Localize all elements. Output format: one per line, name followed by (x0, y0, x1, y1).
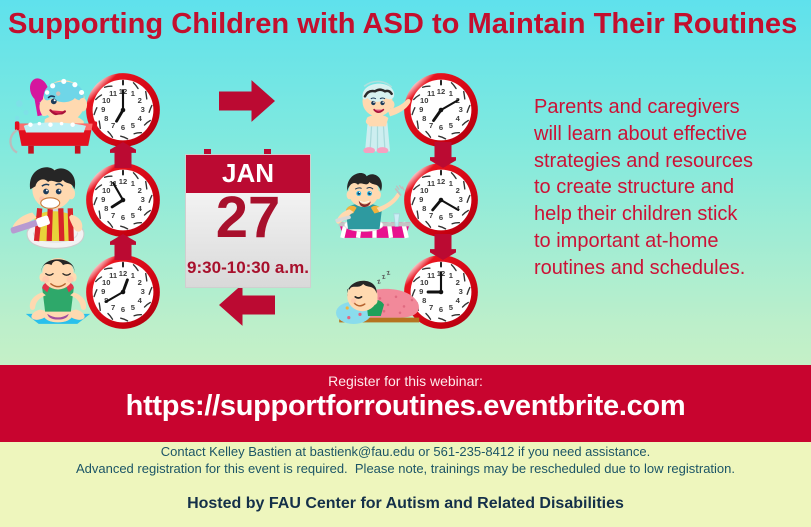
svg-text:3: 3 (141, 105, 145, 114)
svg-text:12: 12 (437, 87, 445, 96)
svg-text:7: 7 (429, 211, 433, 220)
svg-text:11: 11 (427, 89, 436, 98)
svg-text:2: 2 (138, 186, 142, 195)
svg-text:3: 3 (141, 287, 145, 296)
svg-text:2: 2 (456, 186, 460, 195)
svg-text:6: 6 (121, 213, 125, 222)
svg-text:z: z (385, 268, 391, 277)
svg-text:6: 6 (121, 305, 125, 314)
svg-text:6: 6 (439, 123, 443, 132)
svg-text:12: 12 (437, 177, 445, 186)
svg-text:12: 12 (119, 177, 127, 186)
svg-text:3: 3 (141, 195, 145, 204)
svg-text:6: 6 (121, 123, 125, 132)
svg-text:6: 6 (439, 213, 443, 222)
svg-text:8: 8 (104, 204, 108, 213)
svg-text:12: 12 (119, 269, 127, 278)
svg-text:9: 9 (419, 105, 423, 114)
svg-text:z: z (376, 276, 382, 286)
svg-text:2: 2 (456, 278, 460, 287)
svg-text:11: 11 (109, 89, 118, 98)
svg-text:11: 11 (427, 179, 436, 188)
svg-text:7: 7 (111, 211, 115, 220)
svg-text:7: 7 (429, 121, 433, 130)
svg-text:7: 7 (111, 303, 115, 312)
svg-text:3: 3 (459, 195, 463, 204)
svg-text:7: 7 (111, 121, 115, 130)
svg-text:2: 2 (138, 278, 142, 287)
svg-text:8: 8 (422, 204, 426, 213)
svg-text:11: 11 (109, 271, 118, 280)
svg-text:3: 3 (459, 105, 463, 114)
svg-text:2: 2 (138, 96, 142, 105)
svg-text:8: 8 (422, 114, 426, 123)
svg-text:3: 3 (459, 287, 463, 296)
svg-text:6: 6 (439, 305, 443, 314)
